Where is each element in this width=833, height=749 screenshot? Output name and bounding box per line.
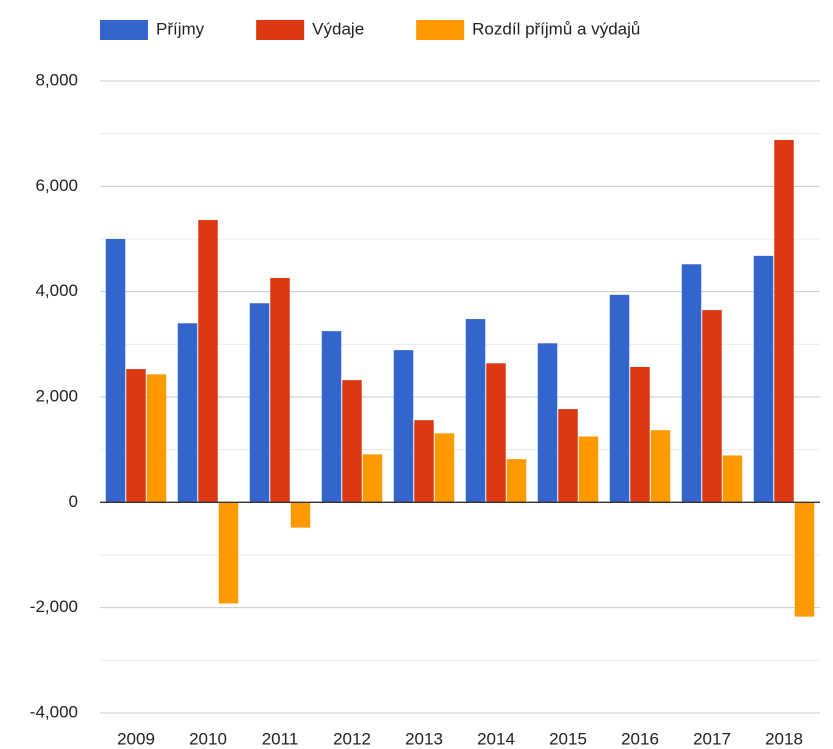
bar <box>177 323 198 503</box>
bar <box>146 374 167 503</box>
bar <box>609 294 630 503</box>
legend-label: Příjmy <box>156 19 205 38</box>
bar <box>774 139 794 503</box>
bar <box>702 310 722 503</box>
bar <box>198 220 218 503</box>
bar <box>270 277 290 503</box>
x-tick-label: 2012 <box>333 729 371 748</box>
x-tick-label: 2014 <box>477 729 515 748</box>
bar <box>362 454 383 503</box>
bar <box>414 420 434 503</box>
bar <box>486 363 506 503</box>
bar <box>249 303 270 503</box>
bar <box>465 319 486 503</box>
y-tick-label: 8,000 <box>35 70 78 89</box>
y-tick-label: 0 <box>69 492 78 511</box>
bar <box>105 239 126 503</box>
bar <box>794 502 815 617</box>
x-tick-label: 2009 <box>117 729 155 748</box>
x-tick-label: 2013 <box>405 729 443 748</box>
x-tick-label: 2011 <box>262 729 299 748</box>
bar <box>393 350 414 503</box>
bar <box>290 502 311 528</box>
y-tick-label: 2,000 <box>35 386 78 405</box>
y-tick-label: -2,000 <box>30 597 78 616</box>
x-tick-label: 2018 <box>765 729 803 748</box>
bar <box>506 459 527 503</box>
y-tick-label: 4,000 <box>35 281 78 300</box>
bar <box>126 369 146 503</box>
bar <box>578 436 599 503</box>
legend-swatch <box>100 20 148 40</box>
bar <box>630 366 650 503</box>
bar <box>650 430 671 503</box>
legend-swatch <box>416 20 465 40</box>
bar <box>681 264 702 503</box>
y-tick-label: -4,000 <box>30 702 78 721</box>
bar <box>722 455 743 503</box>
bar <box>321 331 342 503</box>
x-tick-label: 2010 <box>189 729 227 748</box>
bar <box>218 502 239 604</box>
y-tick-label: 6,000 <box>35 176 78 195</box>
bar <box>342 380 362 503</box>
bar <box>753 255 774 503</box>
x-tick-label: 2017 <box>693 729 731 748</box>
legend-label: Výdaje <box>312 19 364 38</box>
legend-label: Rozdíl příjmů a výdajů <box>472 19 640 38</box>
x-tick-label: 2016 <box>621 729 659 748</box>
bar <box>558 409 578 503</box>
x-tick-label: 2015 <box>549 729 587 748</box>
legend-swatch <box>256 20 305 40</box>
bar <box>434 433 455 503</box>
bar <box>537 343 558 503</box>
